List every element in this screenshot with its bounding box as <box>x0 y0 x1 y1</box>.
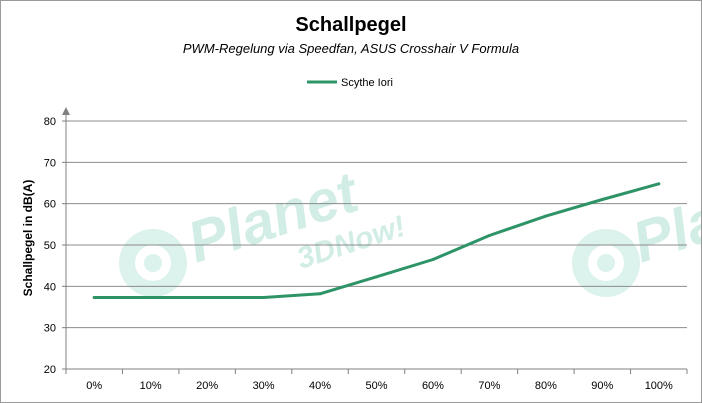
chart-title: Schallpegel <box>295 14 406 36</box>
x-tick-label: 50% <box>365 380 387 392</box>
data-point <box>657 182 661 186</box>
x-tick-label: 100% <box>645 380 673 392</box>
data-point <box>375 275 378 279</box>
watermark: Planet Planet 3DNow! <box>119 159 701 297</box>
y-tick-label: 60 <box>44 199 56 211</box>
data-point <box>487 233 491 237</box>
x-tick-label: 20% <box>196 380 218 392</box>
y-tick-label: 40 <box>44 281 56 293</box>
data-point <box>544 214 548 218</box>
y-tick-label: 20 <box>44 364 56 376</box>
y-tick-label: 70 <box>44 157 56 169</box>
gridlines <box>66 120 687 329</box>
series-layer <box>92 182 661 299</box>
x-tick-label: 70% <box>478 380 500 392</box>
axes <box>62 107 687 370</box>
chart-subtitle: PWM-Regelung via Speedfan, ASUS Crosshai… <box>183 41 519 56</box>
legend-label: Scythe Iori <box>341 77 393 89</box>
x-tick-label: 80% <box>535 380 557 392</box>
y-tick-label: 80 <box>44 116 56 128</box>
x-tick-label: 10% <box>140 380 162 392</box>
watermark-logo-icon <box>119 229 187 297</box>
x-axis-ticks: 0% 10% 20% 30% 40% 50% 60% 70% 80% 90% 100% <box>65 369 688 392</box>
watermark-logo-icon-right <box>572 229 640 297</box>
y-axis-ticks: 20 30 40 50 60 70 80 <box>44 116 66 376</box>
data-point <box>318 292 322 296</box>
x-tick-label: 30% <box>253 380 275 392</box>
x-tick-label: 40% <box>309 380 331 392</box>
data-point <box>431 257 435 261</box>
data-point <box>149 295 153 299</box>
data-point <box>262 295 266 299</box>
data-point <box>600 198 604 202</box>
x-tick-label: 90% <box>591 380 613 392</box>
y-axis-label: Schallpegel in dB(A) <box>21 180 35 297</box>
data-point <box>92 295 96 299</box>
y-tick-label: 30 <box>44 323 56 335</box>
legend: Scythe Iori <box>307 77 393 89</box>
x-tick-label: 0% <box>86 380 102 392</box>
y-axis-arrow-icon <box>62 107 70 115</box>
data-point <box>205 295 209 299</box>
x-tick-label: 60% <box>422 380 444 392</box>
y-tick-label: 50 <box>44 240 56 252</box>
